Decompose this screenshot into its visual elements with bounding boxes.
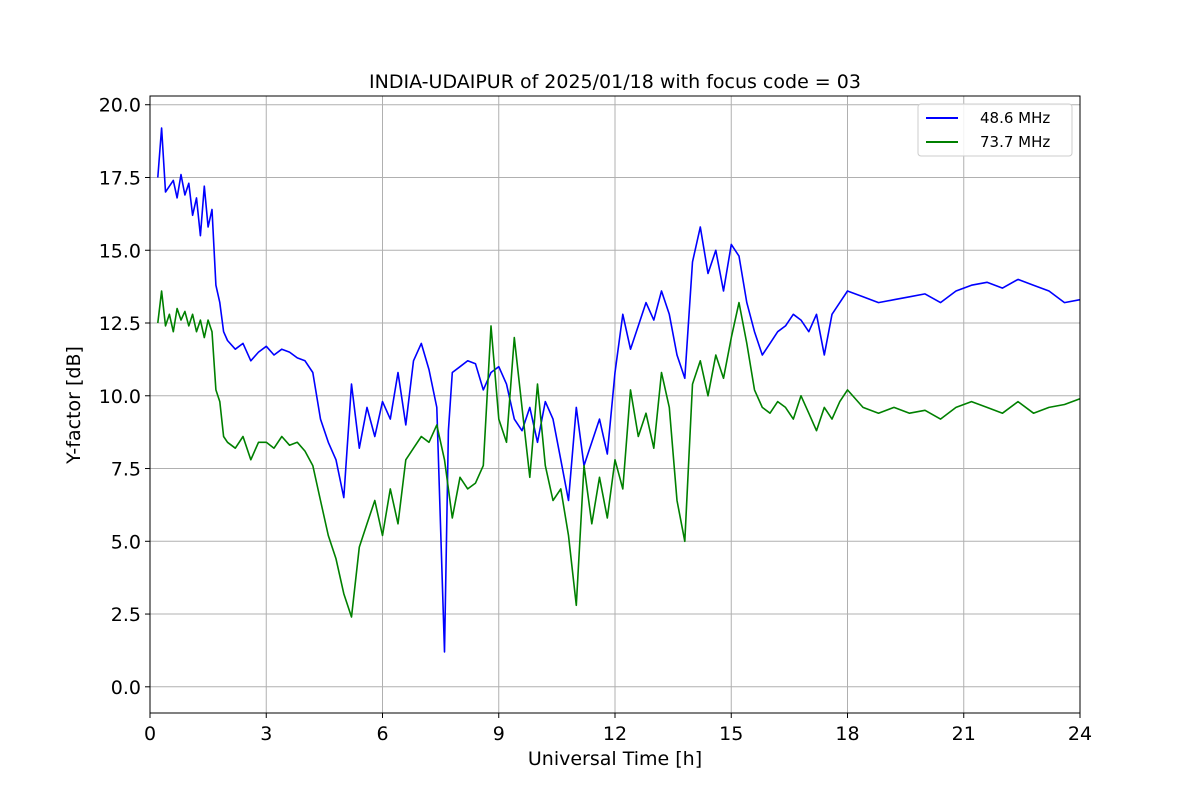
y-axis-label: Y-factor [dB]	[63, 346, 85, 465]
y-tick-label: 10.0	[99, 386, 141, 408]
x-tick-label: 3	[260, 723, 272, 745]
x-tick-label: 18	[835, 723, 859, 745]
y-axis: 0.0 2.5 5.0 7.5 10.0 12.5 15.0 17.5 20.0	[99, 95, 150, 699]
x-axis-label: Universal Time [h]	[528, 748, 702, 770]
y-tick-label: 17.5	[99, 167, 141, 189]
x-tick-label: 9	[493, 723, 505, 745]
legend-entry-label: 48.6 MHz	[980, 109, 1050, 127]
y-tick-label: 15.0	[99, 240, 141, 262]
y-tick-label: 2.5	[111, 604, 141, 626]
x-axis: 0 3 6 9 12 15 18 21 24	[144, 713, 1092, 745]
y-tick-label: 5.0	[111, 531, 141, 553]
x-tick-label: 12	[603, 723, 627, 745]
x-tick-label: 24	[1068, 723, 1092, 745]
x-tick-label: 6	[376, 723, 388, 745]
series-line-1	[157, 127, 1081, 653]
y-tick-label: 7.5	[111, 459, 141, 481]
series-group	[157, 127, 1081, 653]
x-tick-label: 21	[952, 723, 976, 745]
chart-title: INDIA-UDAIPUR of 2025/01/18 with focus c…	[369, 71, 861, 93]
x-tick-label: 0	[144, 723, 156, 745]
x-tick-label: 15	[719, 723, 743, 745]
y-tick-label: 20.0	[99, 95, 141, 117]
y-tick-label: 0.0	[111, 677, 141, 699]
legend: 48.6 MHz 73.7 MHz	[917, 103, 1073, 157]
y-tick-label: 12.5	[99, 313, 141, 335]
series-line-2	[157, 290, 1081, 618]
legend-entry-label: 73.7 MHz	[980, 133, 1050, 151]
